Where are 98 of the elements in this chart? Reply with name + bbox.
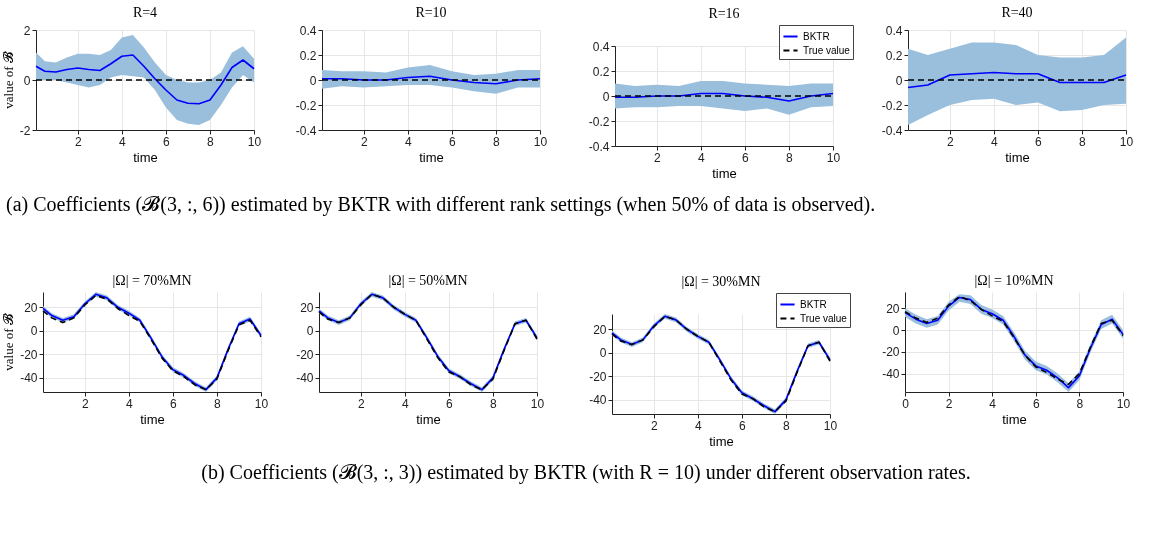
x-tick-label: 8 bbox=[490, 396, 498, 411]
x-tick-label: 8 bbox=[1079, 134, 1087, 149]
x-tick-label: 8 bbox=[786, 150, 794, 165]
x-tick-label: 2 bbox=[74, 134, 82, 149]
y-tick-label: 0 bbox=[895, 73, 903, 88]
x-tick-label: 4 bbox=[126, 396, 134, 411]
x-tick-label: 6 bbox=[1032, 396, 1040, 411]
x-tick-label: 10 bbox=[530, 396, 545, 411]
x-tick-label: 2 bbox=[653, 150, 661, 165]
x-tick-label: 10 bbox=[1116, 396, 1131, 411]
y-tick-label: -20 bbox=[20, 347, 38, 362]
x-axis-title: time bbox=[133, 149, 158, 165]
text: (a) Coefficients (𝓑(3, :, 6)) estimated by BKTR with different rank settings (when 50% of data is observed). bbox=[5, 192, 877, 218]
y-tick-label: -2 bbox=[19, 123, 31, 138]
y-tick-label: 20 bbox=[886, 301, 900, 316]
x-axis-title: time bbox=[712, 165, 737, 181]
chart-title: |Ω| = 70%MN bbox=[112, 273, 192, 288]
text: (b) Coefficients (𝓑(3, :, 3)) estimated by BKTR (with R = 10) under different observation rates. bbox=[200, 460, 972, 486]
legend-label: True value bbox=[800, 312, 848, 324]
x-tick-label: 2 bbox=[650, 418, 658, 433]
y-tick-label: -0.4 bbox=[881, 123, 903, 138]
x-tick-label: 8 bbox=[783, 418, 791, 433]
y-tick-label: 2 bbox=[23, 23, 31, 38]
x-axis-title: time bbox=[416, 411, 441, 427]
x-tick-label: 4 bbox=[119, 134, 127, 149]
y-tick-label: 0 bbox=[23, 73, 31, 88]
x-tick-label: 6 bbox=[170, 396, 178, 411]
x-tick-label: 6 bbox=[742, 150, 750, 165]
x-tick-label: 8 bbox=[1076, 396, 1084, 411]
x-tick-label: 6 bbox=[739, 418, 747, 433]
y-tick-label: 0 bbox=[892, 323, 900, 338]
x-axis-title: time bbox=[140, 411, 165, 427]
y-tick-label: -20 bbox=[882, 345, 900, 360]
x-tick-label: 2 bbox=[81, 396, 89, 411]
y-tick-label: -0.4 bbox=[295, 123, 317, 138]
y-tick-label: -40 bbox=[882, 367, 900, 382]
x-tick-label: 10 bbox=[254, 396, 269, 411]
chart-title: |Ω| = 50%MN bbox=[388, 273, 468, 288]
y-tick-label: 0 bbox=[599, 346, 607, 361]
chart-title: R=4 bbox=[132, 5, 158, 20]
y-tick-label: 0.4 bbox=[592, 39, 610, 54]
x-tick-label: 4 bbox=[402, 396, 410, 411]
x-tick-label: 10 bbox=[826, 150, 841, 165]
y-tick-label: 0 bbox=[30, 324, 38, 339]
x-axis-title: time bbox=[419, 149, 444, 165]
y-tick-label: -0.2 bbox=[295, 98, 317, 113]
x-tick-label: 10 bbox=[1119, 134, 1134, 149]
legend-label: BKTR bbox=[800, 298, 827, 310]
y-tick-label: 0 bbox=[602, 89, 610, 104]
y-tick-label: 20 bbox=[300, 300, 314, 315]
y-tick-label: 0.2 bbox=[299, 48, 317, 63]
y-tick-label: -0.2 bbox=[588, 114, 610, 129]
y-tick-label: 0 bbox=[309, 73, 317, 88]
y-axis-title: value of 𝓑 bbox=[0, 51, 16, 109]
x-axis-title: time bbox=[1002, 411, 1027, 427]
legend-label: BKTR bbox=[803, 30, 830, 42]
y-tick-label: 0 bbox=[306, 324, 314, 339]
chart-title: R=10 bbox=[415, 5, 447, 20]
x-tick-label: 4 bbox=[698, 150, 706, 165]
x-tick-label: 6 bbox=[1035, 134, 1043, 149]
y-tick-label: -0.2 bbox=[881, 98, 903, 113]
x-tick-label: 2 bbox=[945, 396, 953, 411]
x-tick-label: 10 bbox=[533, 134, 548, 149]
x-tick-label: 6 bbox=[446, 396, 454, 411]
y-tick-label: -40 bbox=[589, 393, 607, 408]
x-tick-label: 4 bbox=[695, 418, 703, 433]
y-axis-title: value of 𝓑 bbox=[1, 313, 17, 371]
x-tick-label: 6 bbox=[449, 134, 457, 149]
chart-title: R=40 bbox=[1001, 5, 1033, 20]
x-tick-label: 2 bbox=[946, 134, 954, 149]
x-tick-label: 2 bbox=[360, 134, 368, 149]
chart-title: |Ω| = 10%MN bbox=[974, 273, 1054, 288]
x-tick-label: 4 bbox=[989, 396, 997, 411]
y-tick-label: -0.4 bbox=[588, 139, 610, 154]
y-tick-label: 0.2 bbox=[592, 64, 610, 79]
x-tick-label: 4 bbox=[991, 134, 999, 149]
x-tick-label: 4 bbox=[405, 134, 413, 149]
legend-label: True value bbox=[803, 44, 851, 56]
x-tick-label: 8 bbox=[214, 396, 222, 411]
x-tick-label: 10 bbox=[823, 418, 838, 433]
y-tick-label: -40 bbox=[296, 371, 314, 386]
y-tick-label: 0.4 bbox=[299, 23, 317, 38]
x-tick-label: 8 bbox=[207, 134, 215, 149]
y-tick-label: -20 bbox=[589, 369, 607, 384]
y-tick-label: 20 bbox=[593, 322, 607, 337]
y-tick-label: 20 bbox=[24, 300, 38, 315]
chart-title: R=16 bbox=[708, 5, 740, 21]
y-tick-label: -20 bbox=[296, 347, 314, 362]
x-axis-title: time bbox=[1005, 149, 1030, 165]
x-tick-label: 8 bbox=[493, 134, 501, 149]
x-axis-title: time bbox=[709, 433, 734, 449]
y-tick-label: -40 bbox=[20, 371, 38, 386]
x-tick-label: 2 bbox=[357, 396, 365, 411]
x-tick-label: 10 bbox=[247, 134, 262, 149]
x-tick-label: 6 bbox=[163, 134, 171, 149]
y-tick-label: 0.4 bbox=[885, 23, 903, 38]
chart-title: |Ω| = 30%MN bbox=[681, 273, 761, 289]
y-tick-label: 0.2 bbox=[885, 48, 903, 63]
